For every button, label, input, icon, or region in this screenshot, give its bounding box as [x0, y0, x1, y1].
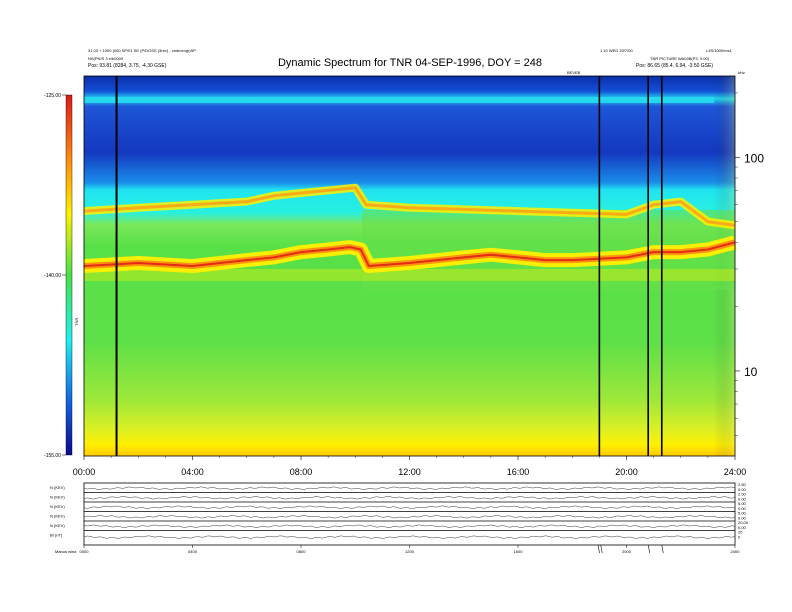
lower-x-tick-label: 1200 [405, 549, 415, 554]
panel-label: Bt (nT) [50, 533, 63, 538]
event-marker [661, 544, 664, 554]
panel-right-tick: 0.00 [738, 497, 747, 502]
y-tick-label: 100 [744, 151, 764, 165]
panel-label: N (KEV) [50, 485, 65, 490]
panel-trace [83, 515, 736, 519]
event-marker [600, 544, 603, 554]
x-tick-label: 00:00 [73, 467, 96, 477]
panel-label: N (KEV) [50, 514, 65, 519]
lower-x-tick-label: 0400 [188, 549, 198, 554]
panel-right-tick: 20.00 [738, 520, 749, 525]
x-tick-label: 16:00 [507, 467, 530, 477]
panel-label: N (KEV) [50, 523, 65, 528]
event-marker [597, 544, 600, 554]
footer-label: Manus wind [55, 549, 77, 554]
colorbar-tick-label: -155.00 [44, 453, 61, 459]
lower-panels: N (KEV)2.500.00N (KEV)2.500.00N (KEV)5.0… [50, 482, 749, 554]
colorbar [66, 95, 72, 455]
panel-right-tick: 5.00 [738, 501, 747, 506]
x-tick-label: 08:00 [290, 467, 313, 477]
panel-right-tick: 0 [738, 535, 741, 540]
panel-right-tick: 5.00 [738, 511, 747, 516]
lower-x-tick-label: 1600 [514, 549, 524, 554]
colorbar-ticks: -125.00 -140.00 -155.00 [44, 93, 66, 459]
colorbar-tick-label: -140.00 [44, 273, 61, 279]
panel-trace [83, 505, 736, 509]
lower-x-tick-label: 2400 [731, 549, 741, 554]
header-left-position: Pos: 93.81 (8284, 3.75, -4.30 GSE) [88, 63, 167, 69]
frequency-axis: 100 10 [735, 92, 764, 436]
spectrum-bands [83, 183, 737, 281]
lower-x-tick-label: 0000 [80, 549, 90, 554]
panel-trace [83, 486, 736, 490]
panel-right-tick: 2.50 [738, 482, 747, 487]
panel-right-tick: 0.00 [738, 516, 747, 521]
header-right-line-1: 1.10 WED 20/7/00 [600, 48, 633, 53]
panel-right-tick: 0.00 [738, 525, 747, 530]
x-tick-label: 12:00 [398, 467, 421, 477]
panel-trace [83, 524, 736, 528]
band-0-layer-2 [83, 241, 736, 267]
colorbar-tick-label: -125.00 [44, 93, 61, 99]
header-left-line-1: 31 03 + 1000 (000 SP/01 SE (P/DOSS (3rev… [88, 48, 196, 53]
chart-title: Dynamic Spectrum for TNR 04-SEP-1996, DO… [277, 57, 542, 69]
header-mid-marker: BEVEB [567, 70, 581, 75]
header-top-right-code: L3S/1000/ms1 [706, 48, 732, 53]
lower-x-tick-label: 0800 [297, 549, 307, 554]
lower-x-tick-label: 2000 [622, 549, 632, 554]
time-axis: 00:00 04:00 08:00 12:00 16:00 20:00 24:00 [73, 456, 747, 477]
header-right-position: Pos: 86.65 (85.4, 6.94, -3.50 GSE) [636, 63, 713, 69]
header-right-line-2: TNR PICTURE WA03B(P3, 0.00) [650, 56, 709, 61]
colorbar-label: TNR [74, 318, 79, 326]
panel-trace [83, 496, 736, 500]
panel-right-tick: 2.50 [738, 492, 747, 497]
x-tick-label: 04:00 [181, 467, 204, 477]
band-1-layer-1 [83, 186, 736, 227]
x-tick-label: 20:00 [615, 467, 638, 477]
event-marker [647, 544, 650, 554]
header-left-line-2: NS(PN/S 3 e/b0000 [88, 56, 124, 61]
panel-trace [83, 535, 736, 539]
spectrum-yellow-floor [84, 268, 735, 281]
panel-right-tick: 20 [738, 530, 743, 535]
panel-label: N (KEV) [50, 495, 65, 500]
panel-label: N (KEV) [50, 504, 65, 509]
panel-right-tick: 0.00 [738, 506, 747, 511]
frequency-unit-label: kHz [738, 70, 745, 75]
y-tick-label: 10 [744, 365, 758, 379]
x-tick-label: 24:00 [724, 467, 747, 477]
panel-right-tick: 0.00 [738, 487, 747, 492]
spectrum-cyan-stripe [84, 97, 714, 103]
data-gap-lines [115, 76, 663, 456]
